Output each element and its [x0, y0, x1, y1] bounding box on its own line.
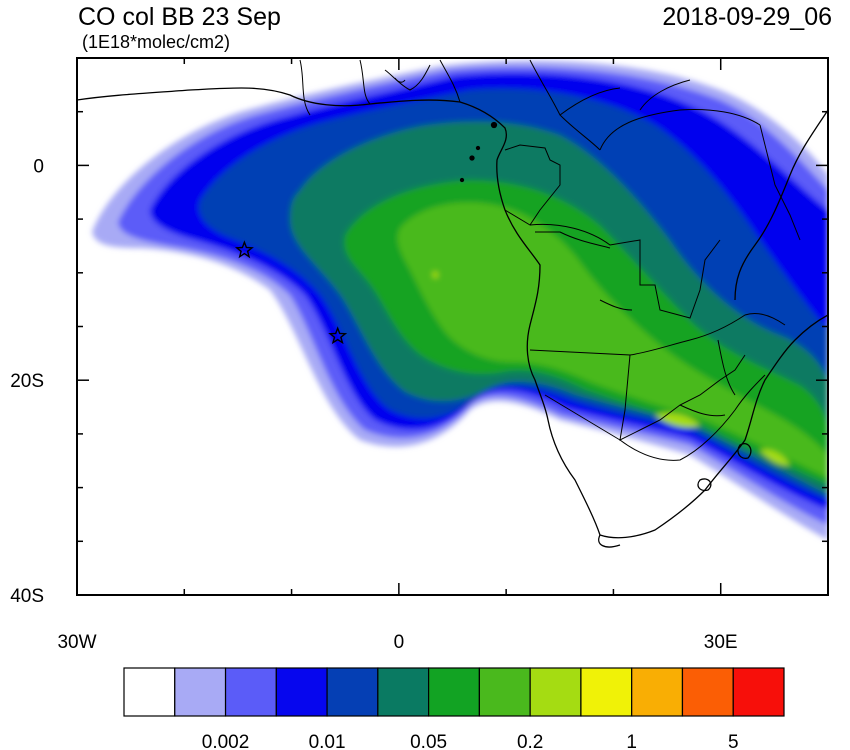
colorbar-label: 5 [728, 732, 739, 750]
colorbar-label: 0.002 [202, 732, 250, 750]
axis-ticks [76, 57, 829, 596]
y-tick-label: 40S [10, 586, 44, 607]
colorbar-swatch [377, 667, 430, 717]
map-title: CO col BB 23 Sep [78, 3, 281, 31]
colorbar-swatch [123, 667, 176, 717]
x-tick-label: 0 [394, 632, 405, 653]
colorbar-swatch [326, 667, 379, 717]
colorbar-swatch [478, 667, 531, 717]
star-marker [234, 240, 254, 259]
valid-time-label: 2018-09-29_06 [662, 3, 832, 31]
axis-tick-labels: 30W 0 30E 0 20S 40S [10, 156, 737, 653]
x-tick-label: 30E [704, 632, 738, 653]
colorbar-swatch [224, 667, 277, 717]
colorbar-label: 0.01 [309, 732, 346, 750]
colorbar-label: 0.05 [410, 732, 447, 750]
colorbar-swatch [428, 667, 480, 717]
colorbar-swatch [732, 667, 785, 717]
co-plume-field [92, 60, 828, 541]
colorbar: 0.002 0.01 0.05 0.2 1 5 [123, 667, 785, 750]
units-label: (1E18*molec/cm2) [82, 32, 231, 52]
colorbar-swatch [681, 667, 734, 717]
colorbar-swatch [275, 667, 328, 717]
x-tick-label: 30W [57, 632, 96, 653]
star-marker [328, 326, 348, 345]
country-borders [299, 59, 801, 461]
colorbar-swatch [529, 667, 582, 717]
y-tick-label: 20S [10, 371, 44, 392]
marker-layer [234, 240, 348, 345]
colorbar-swatch [580, 667, 633, 717]
colorbar-swatch [631, 667, 684, 717]
colorbar-label: 0.2 [517, 732, 543, 750]
colorbar-label: 1 [626, 732, 637, 750]
colorbar-swatch [174, 667, 227, 717]
y-tick-label: 0 [33, 156, 44, 177]
coastlines [77, 64, 828, 548]
